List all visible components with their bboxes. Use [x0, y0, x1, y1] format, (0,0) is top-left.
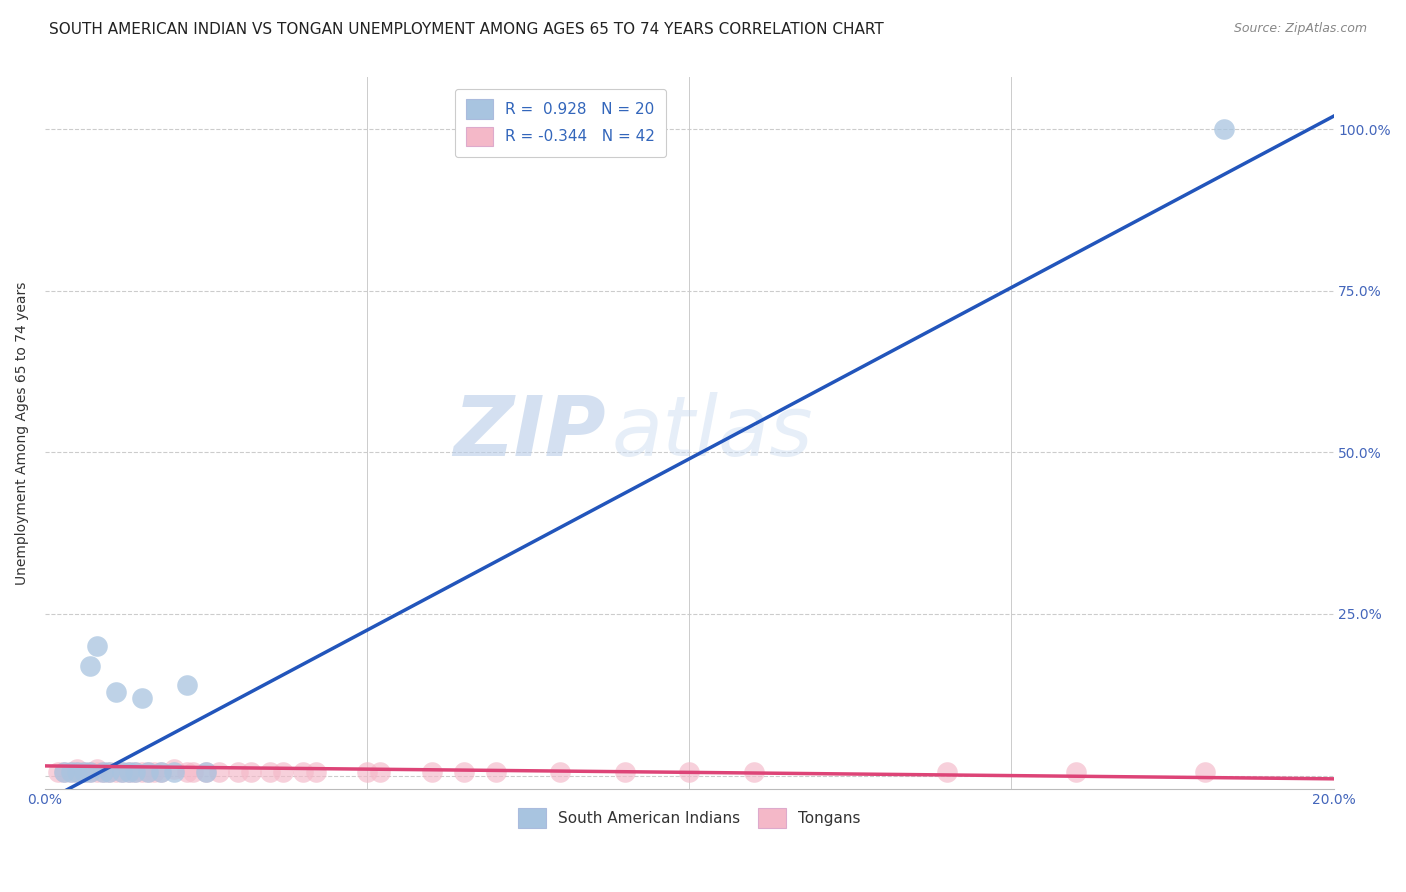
- Point: [453, 765, 475, 780]
- Point: [240, 765, 263, 780]
- Point: [195, 765, 218, 780]
- Point: [66, 765, 89, 780]
- Text: atlas: atlas: [612, 392, 814, 474]
- Point: [1213, 122, 1236, 136]
- Point: [124, 765, 146, 780]
- Point: [79, 765, 101, 780]
- Point: [485, 765, 508, 780]
- Point: [136, 765, 159, 780]
- Point: [136, 765, 159, 780]
- Text: ZIP: ZIP: [453, 392, 606, 474]
- Text: Source: ZipAtlas.com: Source: ZipAtlas.com: [1233, 22, 1367, 36]
- Point: [111, 765, 134, 780]
- Point: [420, 765, 443, 780]
- Point: [118, 765, 141, 780]
- Point: [79, 765, 101, 780]
- Point: [936, 765, 959, 780]
- Text: SOUTH AMERICAN INDIAN VS TONGAN UNEMPLOYMENT AMONG AGES 65 TO 74 YEARS CORRELATI: SOUTH AMERICAN INDIAN VS TONGAN UNEMPLOY…: [49, 22, 884, 37]
- Point: [149, 765, 172, 780]
- Point: [66, 765, 89, 780]
- Point: [98, 765, 121, 780]
- Point: [91, 765, 114, 780]
- Point: [304, 765, 326, 780]
- Point: [226, 765, 249, 780]
- Point: [131, 765, 153, 780]
- Point: [613, 765, 636, 780]
- Point: [72, 765, 94, 780]
- Point: [79, 658, 101, 673]
- Point: [550, 765, 572, 780]
- Point: [91, 765, 114, 780]
- Point: [195, 765, 218, 780]
- Point: [46, 765, 69, 780]
- Point: [98, 765, 121, 780]
- Point: [176, 765, 198, 780]
- Point: [143, 765, 166, 780]
- Point: [259, 765, 281, 780]
- Point: [1064, 765, 1087, 780]
- Point: [1194, 765, 1216, 780]
- Point: [124, 765, 146, 780]
- Point: [163, 765, 186, 780]
- Point: [104, 765, 127, 780]
- Point: [118, 765, 141, 780]
- Point: [53, 765, 76, 780]
- Point: [149, 765, 172, 780]
- Point: [163, 762, 186, 776]
- Point: [59, 765, 82, 780]
- Point: [104, 684, 127, 698]
- Point: [181, 765, 204, 780]
- Point: [86, 762, 108, 776]
- Point: [72, 765, 94, 780]
- Point: [208, 765, 231, 780]
- Point: [53, 765, 76, 780]
- Point: [86, 765, 108, 780]
- Point: [86, 640, 108, 654]
- Point: [176, 678, 198, 692]
- Point: [678, 765, 700, 780]
- Point: [131, 691, 153, 706]
- Point: [111, 765, 134, 780]
- Point: [368, 765, 391, 780]
- Legend: South American Indians, Tongans: South American Indians, Tongans: [512, 803, 866, 834]
- Point: [66, 762, 89, 776]
- Point: [291, 765, 314, 780]
- Point: [742, 765, 765, 780]
- Point: [356, 765, 378, 780]
- Y-axis label: Unemployment Among Ages 65 to 74 years: Unemployment Among Ages 65 to 74 years: [15, 281, 30, 584]
- Point: [59, 765, 82, 780]
- Point: [273, 765, 295, 780]
